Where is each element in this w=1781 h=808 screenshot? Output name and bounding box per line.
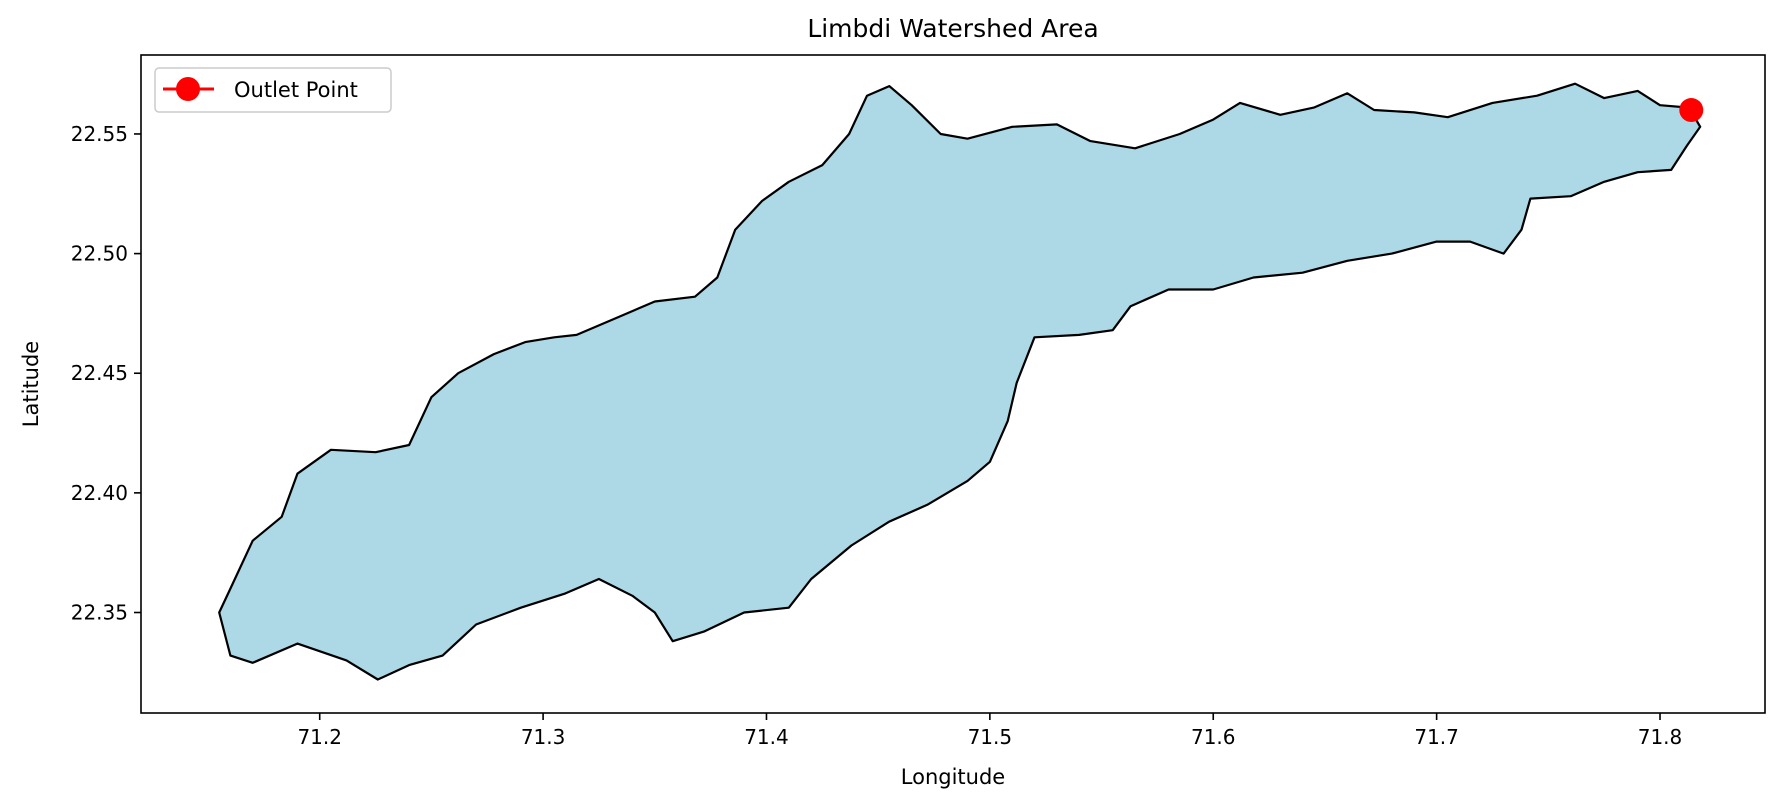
y-tick-label: 22.55 (71, 122, 128, 146)
legend: Outlet Point (154, 67, 392, 113)
plot-area (218, 82, 1704, 681)
x-tick-label: 71.6 (1191, 725, 1236, 749)
legend-label: Outlet Point (234, 78, 358, 102)
outlet-point-marker (1679, 98, 1704, 123)
x-tick-label: 71.4 (744, 725, 789, 749)
y-tick-label: 22.50 (71, 242, 128, 266)
x-tick-label: 71.3 (521, 725, 566, 749)
x-tick-label: 71.5 (968, 725, 1013, 749)
y-tick-label: 22.45 (71, 361, 128, 385)
axes-frame (140, 54, 1766, 714)
x-tick-label: 71.7 (1414, 725, 1459, 749)
y-tick-label: 22.40 (71, 481, 128, 505)
chart-title: Limbdi Watershed Area (807, 14, 1098, 43)
y-tick-label: 22.35 (71, 601, 128, 625)
x-tick-label: 71.2 (297, 725, 342, 749)
x-tick-label: 71.8 (1638, 725, 1683, 749)
x-axis-ticks: 71.2 71.3 71.4 71.5 71.6 71.7 71.8 (297, 713, 1682, 749)
legend-box (154, 67, 392, 113)
x-axis-label: Longitude (901, 765, 1005, 789)
y-axis-ticks: 22.35 22.40 22.45 22.50 22.55 (71, 122, 141, 625)
watershed-polygon (218, 82, 1702, 681)
legend-marker (176, 77, 200, 101)
y-axis-label: Latitude (19, 341, 43, 427)
